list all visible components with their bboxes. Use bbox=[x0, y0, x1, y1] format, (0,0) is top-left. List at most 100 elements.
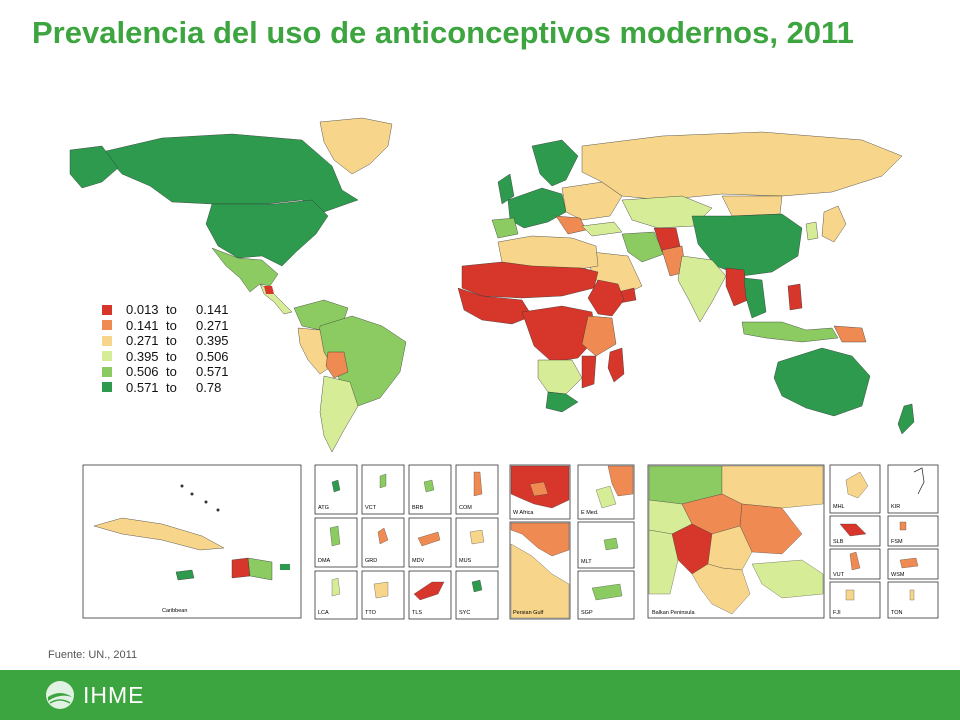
east-africa bbox=[581, 315, 617, 357]
mlt-label: MLT bbox=[581, 559, 592, 565]
jamaica bbox=[175, 569, 195, 581]
iran bbox=[621, 231, 665, 263]
source-note: Fuente: UN., 2011 bbox=[48, 649, 138, 661]
legend-item: 0.013 to 0.141 bbox=[102, 302, 229, 318]
legend-max: 0.141 bbox=[196, 302, 229, 318]
west-africa bbox=[457, 287, 533, 325]
legend-swatch bbox=[102, 335, 112, 346]
inset-balkan: Balkan Peninsula bbox=[647, 464, 825, 619]
map-legend: 0.013 to 0.141 0.141 to 0.271 0.271 to 0… bbox=[102, 302, 229, 395]
argentina-chile bbox=[319, 375, 359, 453]
legend-min: 0.506 bbox=[126, 364, 159, 380]
legend-min: 0.013 bbox=[126, 302, 159, 318]
legend-max: 0.78 bbox=[196, 379, 222, 395]
thailand-vietnam bbox=[743, 277, 767, 319]
legend-to: to bbox=[166, 317, 177, 333]
label-fji: FJI bbox=[833, 610, 841, 616]
korea bbox=[805, 221, 819, 241]
legend-min: 0.271 bbox=[126, 333, 159, 349]
china bbox=[691, 213, 803, 277]
legend-to: to bbox=[166, 364, 177, 380]
label-tto: TTO bbox=[365, 610, 377, 616]
label-com: COM bbox=[459, 505, 472, 511]
inset-persian-gulf: Persian Gulf bbox=[509, 521, 571, 620]
greenland bbox=[319, 117, 393, 175]
horn-of-africa bbox=[587, 279, 625, 317]
japan bbox=[821, 205, 847, 243]
indonesia bbox=[741, 321, 839, 343]
australia bbox=[773, 347, 871, 417]
page-title: Prevalencia del uso de anticonceptivos m… bbox=[32, 15, 854, 50]
hispaniola-dr bbox=[247, 557, 273, 581]
hispaniola-haiti bbox=[231, 557, 251, 579]
label-lca: LCA bbox=[318, 610, 329, 616]
legend-item: 0.395 to 0.506 bbox=[102, 349, 229, 365]
legend-max: 0.271 bbox=[196, 317, 229, 333]
balkan-label: Balkan Peninsula bbox=[652, 610, 695, 616]
mexico bbox=[211, 247, 279, 293]
new-zealand bbox=[897, 403, 915, 435]
legend-max: 0.395 bbox=[196, 333, 229, 349]
alaska bbox=[69, 145, 119, 189]
legend-to: to bbox=[166, 302, 177, 318]
legend-min: 0.141 bbox=[126, 317, 159, 333]
label-mhl: MHL bbox=[833, 504, 845, 510]
label-brb: BRB bbox=[412, 505, 424, 511]
legend-swatch bbox=[102, 382, 112, 393]
label-slb: SLB bbox=[833, 539, 844, 545]
inset-mlt: MLT bbox=[577, 521, 635, 569]
persian-gulf-label: Persian Gulf bbox=[513, 610, 544, 616]
canada bbox=[101, 133, 359, 213]
label-vut: VUT bbox=[833, 572, 845, 578]
myanmar-laos bbox=[725, 267, 749, 307]
legend-min: 0.395 bbox=[126, 348, 159, 364]
iberia bbox=[491, 217, 519, 239]
usa bbox=[205, 199, 329, 267]
ihme-logo-icon bbox=[46, 681, 74, 709]
afghanistan bbox=[653, 227, 681, 253]
ihme-logo-text: IHME bbox=[83, 682, 145, 708]
inset-e-med: E Med. bbox=[577, 464, 635, 520]
inset-pacific: MHL KIR SLB FSM VUT WSM FJI TON bbox=[829, 464, 939, 619]
india bbox=[677, 255, 727, 323]
guatemala bbox=[264, 286, 274, 294]
bolivia bbox=[325, 351, 349, 379]
world-map bbox=[69, 117, 915, 453]
western-europe bbox=[507, 187, 567, 229]
puerto-rico bbox=[280, 564, 290, 570]
scandinavia bbox=[531, 139, 579, 187]
philippines bbox=[787, 283, 803, 311]
legend-max: 0.571 bbox=[196, 364, 229, 380]
inset-small-islands: ATG VCT BRB COM DMA GRD MDV MUS LCA TTO … bbox=[314, 464, 499, 620]
inset-w-africa: W Africa bbox=[509, 464, 571, 520]
label-mus: MUS bbox=[459, 558, 472, 564]
footer-bar: IHME bbox=[0, 670, 960, 720]
label-mdv: MDV bbox=[412, 558, 425, 564]
mozambique bbox=[581, 355, 597, 389]
label-dma: DMA bbox=[318, 558, 331, 564]
legend-item: 0.271 to 0.395 bbox=[102, 333, 229, 349]
label-grd: GRD bbox=[365, 558, 377, 564]
label-tls: TLS bbox=[412, 610, 422, 616]
madagascar bbox=[607, 347, 625, 383]
label-ton: TON bbox=[891, 610, 903, 616]
legend-min: 0.571 bbox=[126, 379, 159, 395]
legend-to: to bbox=[166, 333, 177, 349]
legend-swatch bbox=[102, 304, 112, 315]
south-africa bbox=[545, 391, 579, 413]
mongolia bbox=[721, 195, 783, 217]
southern-africa-a bbox=[537, 359, 583, 395]
russia bbox=[581, 131, 903, 201]
label-wsm: WSM bbox=[891, 572, 905, 578]
e-med-label: E Med. bbox=[581, 510, 599, 516]
papua bbox=[833, 325, 867, 343]
legend-swatch bbox=[102, 320, 112, 331]
inset-sgp: SGP bbox=[577, 570, 635, 620]
peru bbox=[297, 327, 333, 375]
sgp-label: SGP bbox=[581, 610, 593, 616]
legend-item: 0.506 to 0.571 bbox=[102, 364, 229, 380]
label-vct: VCT bbox=[365, 505, 377, 511]
legend-item: 0.141 to 0.271 bbox=[102, 318, 229, 334]
legend-swatch bbox=[102, 351, 112, 362]
label-fsm: FSM bbox=[891, 539, 903, 545]
